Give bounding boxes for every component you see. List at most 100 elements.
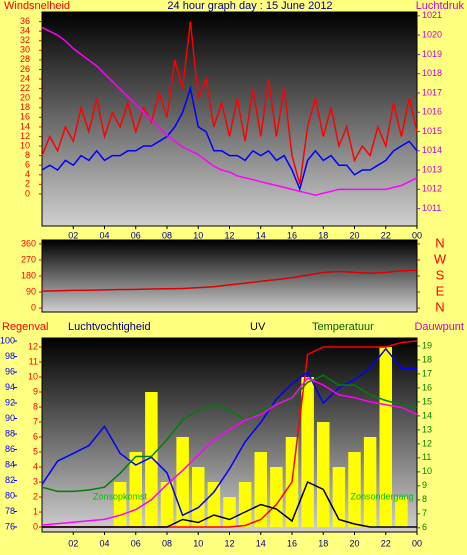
x-tick-label: 04 bbox=[99, 538, 109, 548]
y-tick-label: 6 bbox=[33, 431, 38, 441]
y2-tick-label: 1013 bbox=[422, 164, 442, 174]
y3-tick-label: 19 bbox=[422, 340, 432, 350]
y3-tick-label: 9 bbox=[422, 480, 427, 490]
annotation: Zonsondergang bbox=[350, 491, 413, 501]
x-tick-label: 04 bbox=[99, 230, 109, 240]
plot-area bbox=[41, 239, 418, 313]
x-tick-label: 12 bbox=[224, 230, 234, 240]
series-line bbox=[41, 26, 418, 196]
y2-tick-label: 92 bbox=[5, 397, 15, 407]
y3-tick-label: 18 bbox=[422, 354, 432, 364]
y3-tick-label: 10 bbox=[422, 466, 432, 476]
y3-tick-label: 8 bbox=[422, 494, 427, 504]
y3-tick-label: 11 bbox=[422, 452, 431, 462]
x-tick-label: 12 bbox=[224, 538, 234, 548]
x-tick-label: 06 bbox=[131, 538, 141, 548]
y-tick-label: 180 bbox=[21, 270, 36, 280]
x-tick-label: 16 bbox=[287, 538, 297, 548]
y2-tick-label: S bbox=[436, 267, 445, 282]
y-tick-label: 10 bbox=[20, 140, 30, 150]
x-tick-label: 08 bbox=[162, 538, 172, 548]
y-tick-label: 16 bbox=[20, 112, 30, 122]
y2-tick-label: 84 bbox=[5, 459, 15, 469]
y2-tick-label: 1014 bbox=[422, 145, 442, 155]
y2-tick-label: 1011 bbox=[422, 203, 441, 213]
y-tick-label: 30 bbox=[20, 45, 30, 55]
humidity-label: Luchtvochtigheid bbox=[68, 321, 151, 333]
y-tick-label: 34 bbox=[20, 26, 30, 36]
y2-tick-label: 1019 bbox=[422, 49, 442, 59]
x-tick-label: 22 bbox=[381, 230, 391, 240]
y-tick-label: 11 bbox=[29, 356, 38, 366]
y2-tick-label: E bbox=[436, 283, 445, 298]
y-tick-label: 90 bbox=[26, 286, 36, 296]
x-tick-label: 14 bbox=[256, 230, 266, 240]
y2-tick-label: 82 bbox=[5, 475, 15, 485]
y-tick-label: 2 bbox=[33, 491, 38, 501]
uv-bar bbox=[238, 482, 252, 528]
x-tick-label: 22 bbox=[381, 538, 391, 548]
x-tick-label: 14 bbox=[256, 538, 266, 548]
x-tick-label: 20 bbox=[349, 538, 359, 548]
y3-tick-label: 16 bbox=[422, 382, 432, 392]
y-tick-label: 32 bbox=[20, 35, 30, 45]
x-tick-label: 20 bbox=[349, 230, 359, 240]
uv-bar bbox=[223, 497, 236, 528]
annotation: Zonsopkomst bbox=[93, 491, 148, 501]
x-tick-label: 08 bbox=[162, 230, 172, 240]
y-tick-label: 22 bbox=[20, 83, 30, 93]
y-tick-label: 270 bbox=[21, 254, 36, 264]
uv-bar bbox=[176, 437, 189, 528]
series-line bbox=[41, 269, 418, 292]
y-tick-label: 14 bbox=[20, 121, 30, 131]
y3-tick-label: 14 bbox=[422, 410, 432, 420]
y-tick-label: 7 bbox=[33, 416, 38, 426]
x-tick-label: 00 bbox=[412, 538, 422, 548]
y-tick-label: 6 bbox=[25, 160, 30, 170]
y2-tick-label: 96 bbox=[5, 366, 15, 376]
y2-tick-label: 90 bbox=[5, 413, 15, 423]
x-tick-label: 10 bbox=[193, 230, 203, 240]
x-tick-label: 16 bbox=[287, 230, 297, 240]
y2-tick-label: 1017 bbox=[422, 87, 442, 97]
uv-bar bbox=[379, 347, 392, 528]
y2-tick-label: 88 bbox=[5, 428, 15, 438]
series-line bbox=[41, 21, 418, 185]
y2-tick-label: 1016 bbox=[422, 107, 442, 117]
y3-tick-label: 12 bbox=[422, 438, 432, 448]
x-tick-label: 02 bbox=[68, 538, 78, 548]
x-tick-label: 02 bbox=[68, 230, 78, 240]
y2-tick-label: 1020 bbox=[422, 30, 442, 40]
y-tick-label: 3 bbox=[33, 476, 38, 486]
y-tick-label: 8 bbox=[33, 401, 38, 411]
y-tick-label: 36 bbox=[20, 16, 30, 26]
x-tick-label: 18 bbox=[318, 230, 328, 240]
x-tick-label: 18 bbox=[318, 538, 328, 548]
series-line bbox=[41, 377, 418, 526]
series-line bbox=[42, 480, 417, 528]
y-tick-label: 0 bbox=[25, 188, 30, 198]
series-line bbox=[41, 85, 418, 192]
y2-tick-label: N bbox=[435, 235, 444, 250]
y3-tick-label: 6 bbox=[422, 522, 427, 532]
uv-bar bbox=[395, 497, 408, 528]
uv-bar bbox=[145, 392, 158, 528]
y2-tick-label: 78 bbox=[5, 506, 15, 516]
uv-bar bbox=[254, 452, 267, 528]
y-tick-label: 5 bbox=[33, 446, 38, 456]
uv-bar bbox=[113, 482, 127, 528]
y2-tick-label: 1012 bbox=[422, 184, 442, 194]
y-tick-label: 12 bbox=[28, 341, 38, 351]
y3-tick-label: 7 bbox=[422, 508, 427, 518]
uv-bar bbox=[192, 467, 205, 528]
y2-tick-label: 86 bbox=[5, 444, 15, 454]
uv-bar bbox=[348, 452, 361, 528]
y2-tick-label: 76 bbox=[5, 521, 15, 531]
y-tick-label: 4 bbox=[33, 461, 38, 471]
wind-label: Windsnelheid bbox=[4, 0, 70, 12]
y-tick-label: 28 bbox=[20, 54, 30, 64]
temperature-label: Temperatuur bbox=[312, 321, 374, 333]
y-tick-label: 18 bbox=[20, 102, 30, 112]
y-tick-label: 0 bbox=[33, 521, 38, 531]
